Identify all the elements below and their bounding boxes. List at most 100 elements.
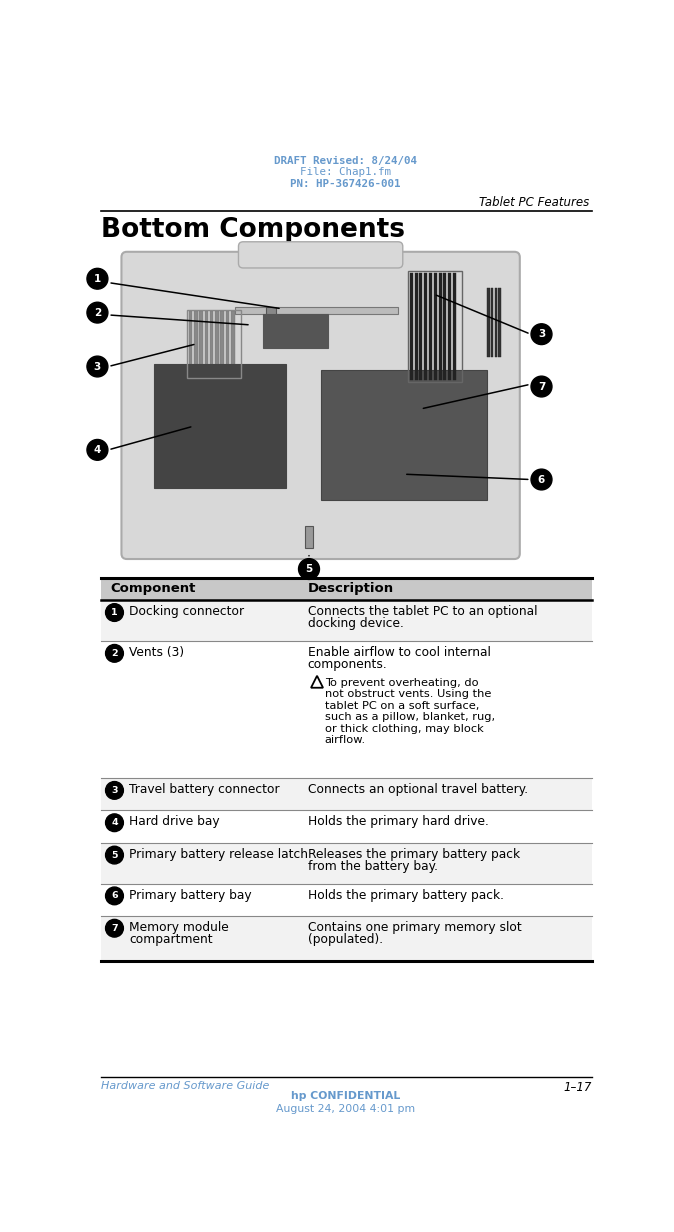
Circle shape: [87, 269, 108, 290]
Text: 5: 5: [305, 564, 313, 574]
Text: tablet PC on a soft surface,: tablet PC on a soft surface,: [325, 701, 479, 711]
Bar: [415, 272, 418, 381]
Text: from the battery bay.: from the battery bay.: [308, 860, 437, 872]
Text: Vents (3): Vents (3): [129, 646, 184, 659]
Text: Primary battery bay: Primary battery bay: [129, 888, 252, 902]
Text: such as a pillow, blanket, rug,: such as a pillow, blanket, rug,: [325, 712, 495, 722]
Bar: [498, 288, 501, 357]
Text: (populated).: (populated).: [308, 933, 383, 946]
Bar: [487, 288, 489, 357]
Circle shape: [106, 814, 123, 832]
Text: Tablet PC Features: Tablet PC Features: [479, 196, 590, 209]
Bar: [101, 811, 592, 843]
Bar: [220, 310, 224, 377]
Bar: [189, 310, 192, 377]
Polygon shape: [311, 676, 323, 687]
Text: 1: 1: [111, 609, 118, 617]
Bar: [262, 314, 328, 347]
Bar: [226, 310, 229, 377]
Bar: [419, 272, 423, 381]
Text: Holds the primary hard drive.: Holds the primary hard drive.: [308, 816, 489, 828]
Text: Hard drive bay: Hard drive bay: [129, 816, 220, 828]
Text: not obstruct vents. Using the: not obstruct vents. Using the: [325, 690, 491, 700]
Circle shape: [106, 846, 123, 864]
Text: Contains one primary memory slot: Contains one primary memory slot: [308, 920, 522, 934]
Text: 7: 7: [111, 924, 118, 933]
Bar: [305, 526, 313, 548]
Text: components.: components.: [308, 658, 388, 671]
Circle shape: [87, 440, 108, 461]
Text: 1–17: 1–17: [563, 1080, 592, 1094]
Bar: [210, 310, 214, 377]
Text: hp CONFIDENTIAL: hp CONFIDENTIAL: [290, 1092, 400, 1101]
Text: 2: 2: [94, 308, 101, 318]
Text: or thick clothing, may block: or thick clothing, may block: [325, 723, 483, 733]
Text: Connects the tablet PC to an optional: Connects the tablet PC to an optional: [308, 605, 537, 618]
Text: Primary battery release latch: Primary battery release latch: [129, 848, 308, 861]
Bar: [266, 307, 276, 314]
Bar: [194, 310, 197, 377]
Text: Travel battery connector: Travel battery connector: [129, 784, 280, 796]
Bar: [187, 309, 241, 378]
Text: 6: 6: [538, 474, 545, 484]
Bar: [408, 271, 462, 382]
Text: 4: 4: [111, 818, 118, 827]
Text: To prevent overheating, do: To prevent overheating, do: [325, 678, 479, 687]
Bar: [215, 310, 218, 377]
Text: File: Chap1.fm: File: Chap1.fm: [300, 168, 391, 177]
Bar: [101, 779, 592, 811]
Text: Connects an optional travel battery.: Connects an optional travel battery.: [308, 784, 528, 796]
Bar: [200, 310, 203, 377]
Text: 6: 6: [111, 892, 118, 901]
Circle shape: [299, 558, 319, 579]
Text: Docking connector: Docking connector: [129, 605, 244, 618]
Bar: [101, 915, 592, 961]
Bar: [321, 370, 487, 500]
Bar: [439, 272, 441, 381]
Bar: [443, 272, 446, 381]
Text: Enable airflow to cool internal: Enable airflow to cool internal: [308, 646, 491, 659]
Text: 5: 5: [111, 850, 118, 860]
Text: Holds the primary battery pack.: Holds the primary battery pack.: [308, 888, 503, 902]
Bar: [453, 272, 456, 381]
Circle shape: [106, 781, 123, 800]
Bar: [429, 272, 432, 381]
Text: 3: 3: [538, 329, 545, 339]
Circle shape: [106, 887, 123, 904]
Text: docking device.: docking device.: [308, 617, 404, 630]
Text: August 24, 2004 4:01 pm: August 24, 2004 4:01 pm: [276, 1104, 415, 1114]
Bar: [410, 272, 413, 381]
Text: Hardware and Software Guide: Hardware and Software Guide: [101, 1080, 270, 1090]
Bar: [101, 641, 592, 779]
Text: 1: 1: [94, 274, 101, 283]
Text: 2: 2: [111, 649, 118, 658]
Text: 7: 7: [538, 382, 545, 392]
Bar: [434, 272, 437, 381]
Bar: [491, 288, 493, 357]
Bar: [424, 272, 427, 381]
Circle shape: [531, 324, 552, 345]
Text: Releases the primary battery pack: Releases the primary battery pack: [308, 848, 520, 861]
Text: airflow.: airflow.: [325, 736, 366, 745]
FancyBboxPatch shape: [121, 251, 520, 559]
Circle shape: [106, 604, 123, 621]
Text: PN: HP-367426-001: PN: HP-367426-001: [290, 180, 400, 190]
Text: 3: 3: [94, 361, 101, 372]
Circle shape: [106, 919, 123, 938]
Bar: [205, 310, 208, 377]
Circle shape: [87, 302, 108, 323]
Bar: [448, 272, 452, 381]
Bar: [235, 307, 398, 314]
Circle shape: [87, 356, 108, 377]
Circle shape: [531, 376, 552, 397]
FancyBboxPatch shape: [239, 241, 403, 267]
Text: 3: 3: [111, 786, 118, 795]
Text: Bottom Components: Bottom Components: [101, 217, 405, 243]
Bar: [495, 288, 497, 357]
Text: DRAFT Revised: 8/24/04: DRAFT Revised: 8/24/04: [274, 155, 417, 165]
Text: Description: Description: [308, 583, 394, 595]
Circle shape: [531, 469, 552, 490]
Text: Component: Component: [111, 583, 196, 595]
Bar: [101, 843, 592, 883]
Bar: [101, 600, 592, 641]
